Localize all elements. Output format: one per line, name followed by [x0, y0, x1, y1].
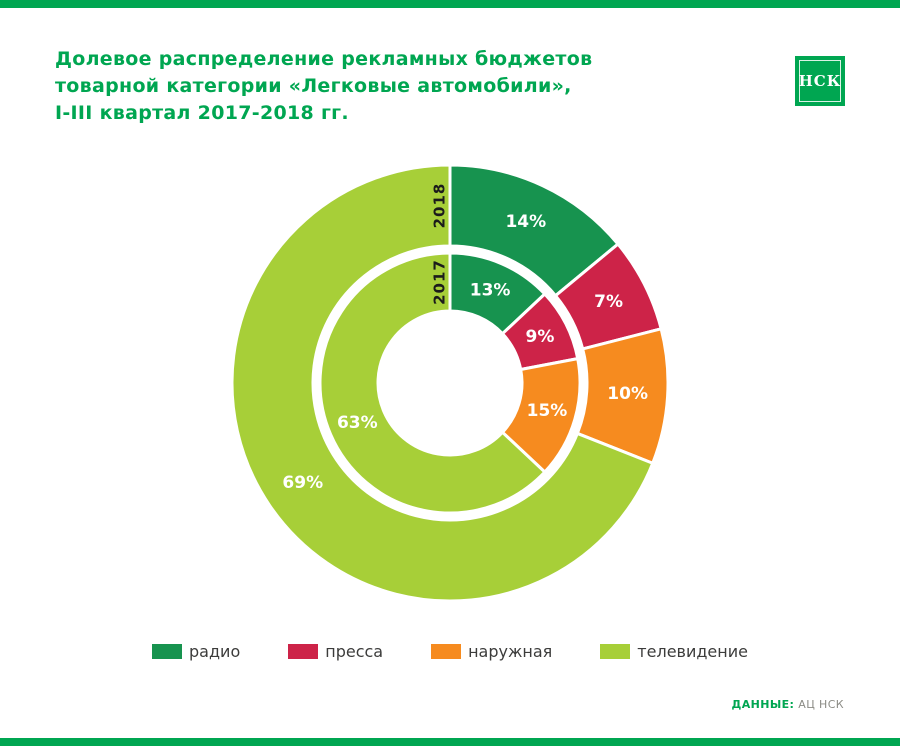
legend-swatch-press — [288, 644, 319, 659]
segment-value-label-2017-1: 13% — [470, 280, 511, 300]
segment-value-label-2017-4: 63% — [337, 413, 378, 433]
donut-segment-2018-4 — [230, 163, 655, 603]
segment-value-label-2018-2: 7% — [594, 292, 623, 312]
segment-value-label-2017-3: 15% — [527, 401, 568, 421]
legend-swatch-outdoor — [431, 644, 462, 659]
legend-label-tv: телевидение — [637, 642, 748, 661]
nsk-logo-frame: НСК — [799, 60, 841, 102]
legend-item-outdoor: наружная — [431, 642, 552, 661]
donut-chart-area: 14% 7% 10% 69% 2018 13% 9% 15% 63% 2017 — [0, 143, 900, 623]
data-source-value: АЦ НСК — [798, 698, 844, 711]
legend-item-radio: радио — [152, 642, 240, 661]
nsk-logo: НСК — [795, 56, 845, 106]
ring-year-label-2018: 2018 — [431, 183, 449, 229]
legend-item-press: пресса — [288, 642, 383, 661]
top-accent-bar — [0, 0, 900, 8]
chart-legend: радио пресса наружная телевидение — [0, 642, 900, 661]
segment-value-label-2018-3: 10% — [607, 384, 648, 404]
legend-swatch-radio — [152, 644, 183, 659]
segment-value-label-2017-2: 9% — [526, 327, 555, 347]
bottom-accent-bar — [0, 738, 900, 746]
donut-segment-2017-4 — [318, 251, 547, 515]
donut-chart: 14% 7% 10% 69% 2018 13% 9% 15% 63% 2017 — [230, 163, 670, 603]
chart-title-line-2: товарной категории «Легковые автомобили»… — [55, 75, 572, 97]
legend-label-press: пресса — [325, 642, 384, 661]
nsk-logo-text: НСК — [798, 72, 842, 90]
ring-year-label-2017: 2017 — [431, 259, 449, 305]
data-source-note: ДАННЫЕ: АЦ НСК — [732, 698, 844, 711]
legend-item-tv: телевидение — [600, 642, 748, 661]
data-source-label: ДАННЫЕ: — [731, 698, 795, 711]
segment-value-label-2018-4: 69% — [282, 473, 323, 493]
legend-label-outdoor: наружная — [468, 642, 553, 661]
chart-title-line-3: I-III квартал 2017-2018 гг. — [55, 102, 349, 124]
legend-label-radio: радио — [189, 642, 241, 661]
chart-title: Долевое распределение рекламных бюджетов… — [55, 46, 592, 127]
chart-title-line-1: Долевое распределение рекламных бюджетов — [55, 48, 593, 70]
segment-value-label-2018-1: 14% — [505, 212, 546, 232]
legend-swatch-tv — [600, 644, 631, 659]
